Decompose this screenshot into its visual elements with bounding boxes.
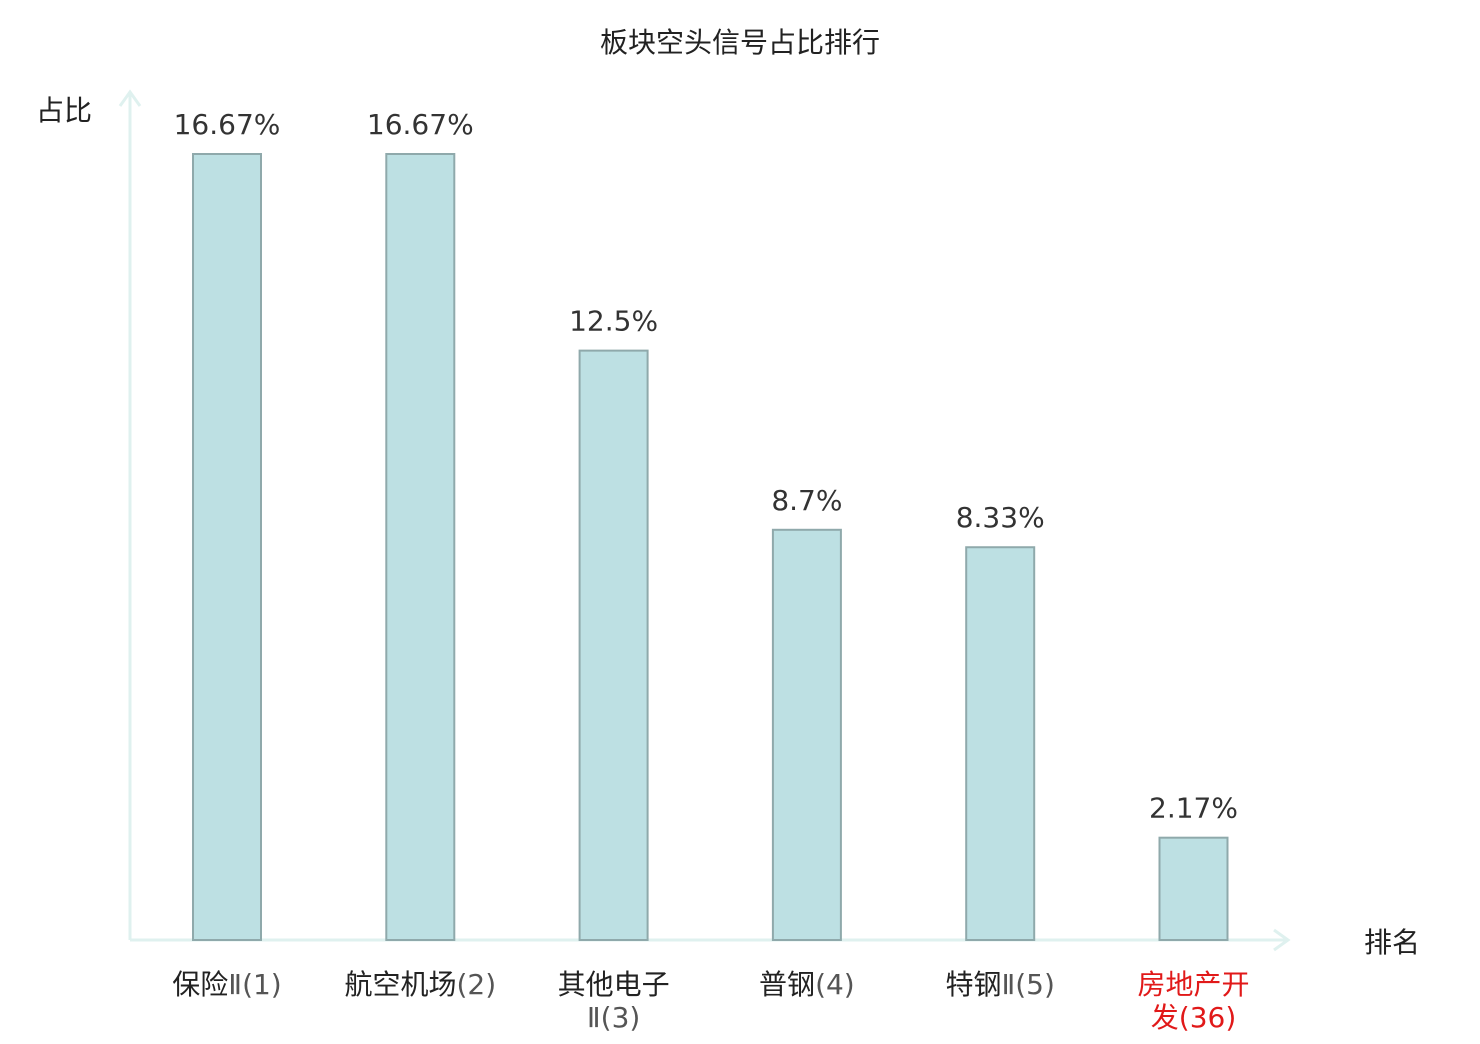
x-axis-arrow [1273, 928, 1291, 952]
data-label: 2.17% [1149, 792, 1238, 825]
data-label: 8.33% [956, 501, 1045, 534]
bar [771, 528, 842, 941]
axes [118, 89, 1291, 952]
bar [965, 546, 1036, 942]
x-tick-label: 普钢(4) [759, 968, 855, 1001]
bar [1158, 836, 1229, 942]
x-axis-label: 排名 [1364, 926, 1420, 959]
bar [578, 349, 649, 942]
data-label: 16.67% [367, 108, 474, 141]
y-axis-arrow [118, 89, 142, 107]
x-tick-label: 其他电子 Ⅱ(3) [558, 968, 670, 1034]
bars [192, 153, 1229, 942]
data-label: 8.7% [771, 484, 842, 517]
data-label: 12.5% [569, 305, 658, 338]
y-axis-label: 占比 [36, 94, 92, 127]
category-labels: 保险Ⅱ(1) 航空机场(2) 其他电子 Ⅱ(3) 普钢(4) 特钢Ⅱ(5) 房地产开发(36… [172, 968, 1249, 1034]
data-label: 16.67% [174, 108, 281, 141]
x-tick-label: 保险Ⅱ(1) [172, 968, 281, 1001]
x-tick-label: 房地产开发(36) [1137, 968, 1249, 1034]
bar [385, 153, 456, 941]
x-tick-label: 特钢Ⅱ(5) [945, 968, 1054, 1001]
value-labels: 16.67% 16.67% 12.5% 8.7% 8.33% 2.17% [174, 108, 1238, 825]
chart-title: 板块空头信号占比排行 [600, 26, 880, 59]
bar [192, 153, 262, 941]
x-tick-label: 航空机场(2) [344, 968, 496, 1001]
